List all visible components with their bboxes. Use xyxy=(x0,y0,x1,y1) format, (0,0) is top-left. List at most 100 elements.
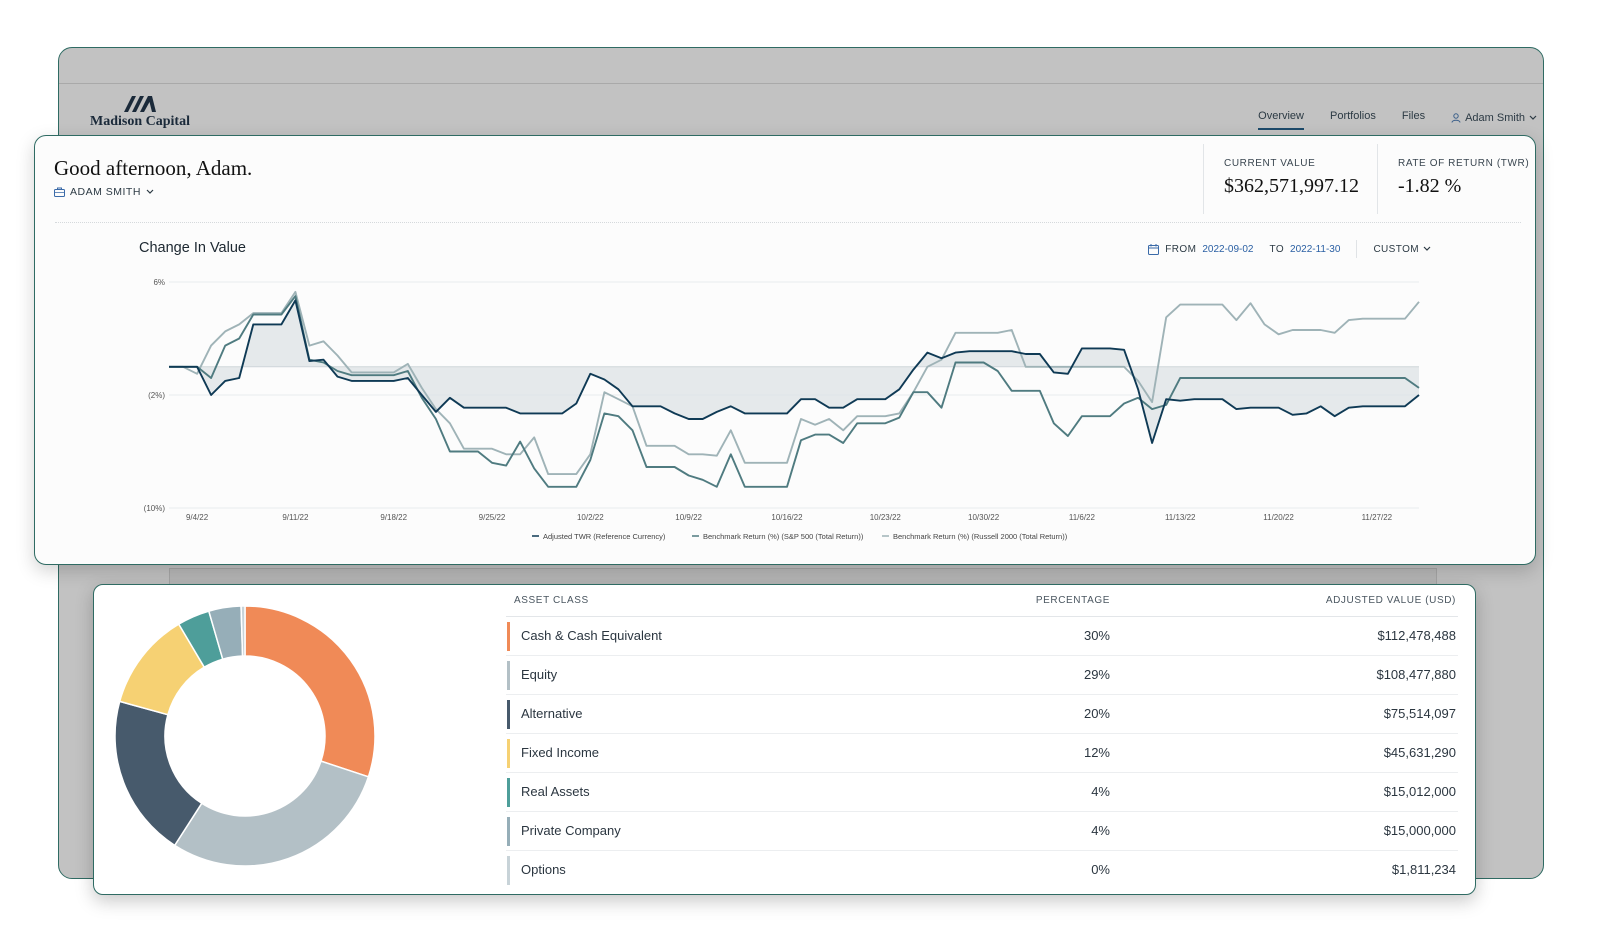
donut-slice xyxy=(173,760,370,867)
chevron-down-icon xyxy=(146,189,154,194)
table-row[interactable]: Cash & Cash Equivalent 30% $112,478,488 xyxy=(506,617,1458,656)
table-row[interactable]: Equity 29% $108,477,880 xyxy=(506,656,1458,695)
donut-slice xyxy=(240,605,246,657)
adjusted-value-cell: $108,477,880 xyxy=(1376,667,1456,682)
account-name: ADAM SMITH xyxy=(70,186,141,198)
allocation-donut-chart xyxy=(114,605,376,867)
asset-allocation-card: ASSET CLASS PERCENTAGE ADJUSTED VALUE (U… xyxy=(93,584,1476,895)
date-range-filter: FROM 2022-09-02 TO 2022-11-30 CUSTOM xyxy=(1148,240,1431,258)
madison-logo-mark-icon xyxy=(124,96,156,112)
adjusted-value-cell: $112,478,488 xyxy=(1377,628,1456,643)
percentage-cell: 29% xyxy=(1083,667,1110,682)
brand-name: Madison Capital xyxy=(90,114,190,129)
y-tick-label: (2%) xyxy=(148,391,165,400)
y-tick-label: 6% xyxy=(153,278,165,287)
percentage-cell: 4% xyxy=(1091,823,1110,838)
nav-overview[interactable]: Overview xyxy=(1258,110,1304,130)
legend-label: Benchmark Return (%) (S&P 500 (Total Ret… xyxy=(703,532,864,541)
account-selector[interactable]: ADAM SMITH xyxy=(54,186,154,198)
change-in-value-chart: 6% (2%) (10%) 9/4/22 9/11/22 9/18/22 9/25/22 10… xyxy=(144,278,1420,541)
calendar-icon[interactable] xyxy=(1148,243,1160,255)
series-line xyxy=(169,290,1420,476)
column-header-percentage[interactable]: PERCENTAGE xyxy=(1035,595,1110,606)
asset-color-swatch xyxy=(507,622,510,651)
donut-slice xyxy=(244,605,376,778)
column-header-asset-class[interactable]: ASSET CLASS xyxy=(514,595,589,606)
table-row[interactable]: Options 0% $1,811,234 xyxy=(506,851,1458,890)
table-row[interactable]: Fixed Income 12% $45,631,290 xyxy=(506,734,1458,773)
period-value: CUSTOM xyxy=(1373,243,1419,255)
percentage-cell: 20% xyxy=(1083,706,1110,721)
user-icon xyxy=(1451,113,1461,123)
series-line xyxy=(169,299,1420,444)
chart-title: Change In Value xyxy=(139,240,246,256)
legend-label: Benchmark Return (%) (Russell 2000 (Tota… xyxy=(893,532,1068,541)
table-row[interactable]: Real Assets 4% $15,012,000 xyxy=(506,773,1458,812)
donut-slice xyxy=(114,700,203,847)
x-tick-label: 9/4/22 xyxy=(186,513,209,522)
nav-portfolios[interactable]: Portfolios xyxy=(1329,110,1376,122)
x-tick-label: 10/23/22 xyxy=(870,513,902,522)
rate-of-return-label: RATE OF RETURN (TWR) xyxy=(1398,158,1530,169)
table-row[interactable]: Alternative 20% $75,514,097 xyxy=(506,695,1458,734)
period-select[interactable]: CUSTOM xyxy=(1373,244,1431,255)
asset-class-cell: Cash & Cash Equivalent xyxy=(521,628,662,643)
rate-of-return-value: -1.82 % xyxy=(1398,175,1462,197)
asset-class-cell: Fixed Income xyxy=(521,745,600,760)
x-tick-label: 11/6/22 xyxy=(1069,513,1096,522)
series-line xyxy=(169,295,1420,488)
asset-class-cell: Options xyxy=(521,862,566,877)
legend-label: Adjusted TWR (Reference Currency) xyxy=(543,532,666,541)
greeting: Good afternoon, Adam. xyxy=(54,156,253,180)
table-row[interactable]: Private Company 4% $15,000,000 xyxy=(506,812,1458,851)
x-tick-label: 11/20/22 xyxy=(1263,513,1294,522)
nav-files[interactable]: Files xyxy=(1401,110,1426,122)
to-date[interactable]: 2022-11-30 xyxy=(1290,243,1341,255)
x-tick-label: 11/27/22 xyxy=(1362,513,1393,522)
current-value-label: CURRENT VALUE xyxy=(1224,158,1316,169)
header-divider xyxy=(55,222,1521,223)
table-header: ASSET CLASS PERCENTAGE ADJUSTED VALUE (U… xyxy=(506,585,1458,617)
x-tick-label: 10/9/22 xyxy=(675,513,702,522)
asset-color-swatch xyxy=(507,661,510,690)
user-menu[interactable]: Adam Smith xyxy=(1451,112,1537,124)
asset-color-swatch xyxy=(507,817,510,846)
table-body: Cash & Cash Equivalent 30% $112,478,488 Equ… xyxy=(506,617,1458,890)
asset-color-swatch xyxy=(507,856,510,885)
percentage-cell: 4% xyxy=(1091,784,1110,799)
x-tick-label: 9/18/22 xyxy=(380,513,407,522)
asset-color-swatch xyxy=(507,739,510,768)
current-value-metric: CURRENT VALUE $362,571,997.12 xyxy=(1203,144,1377,214)
filter-divider xyxy=(1356,240,1358,258)
asset-color-swatch xyxy=(507,778,510,807)
current-value-amount: $362,571,997.12 xyxy=(1224,175,1359,197)
from-label: FROM xyxy=(1165,243,1197,255)
percentage-cell: 0% xyxy=(1091,862,1110,877)
adjusted-value-cell: $15,012,000 xyxy=(1383,784,1456,799)
asset-class-cell: Alternative xyxy=(521,706,583,721)
from-date[interactable]: 2022-09-02 xyxy=(1202,243,1254,255)
brand-logo[interactable]: Madison Capital xyxy=(85,94,195,130)
adjusted-value-cell: $45,631,290 xyxy=(1383,745,1456,760)
user-name: Adam Smith xyxy=(1465,112,1525,124)
overview-card: Good afternoon, Adam. ADAM SMITH CURRENT… xyxy=(34,135,1536,565)
x-tick-label: 11/13/22 xyxy=(1165,513,1196,522)
top-navigation: Overview Portfolios Files Adam Smith xyxy=(1258,106,1543,130)
y-tick-label: (10%) xyxy=(144,504,166,513)
x-tick-label: 10/30/22 xyxy=(968,513,1000,522)
percentage-cell: 30% xyxy=(1083,628,1110,643)
asset-class-cell: Real Assets xyxy=(521,784,590,799)
briefcase-icon xyxy=(54,187,65,197)
x-tick-label: 10/2/22 xyxy=(577,513,604,522)
adjusted-value-cell: $75,514,097 xyxy=(1383,706,1456,721)
chart-legend: Adjusted TWR (Reference Currency) Benchma… xyxy=(532,532,1068,541)
adjusted-value-cell: $15,000,000 xyxy=(1383,823,1456,838)
x-tick-label: 10/16/22 xyxy=(771,513,803,522)
adjusted-value-cell: $1,811,234 xyxy=(1391,862,1456,877)
allocation-table: ASSET CLASS PERCENTAGE ADJUSTED VALUE (U… xyxy=(506,585,1458,890)
rate-of-return-metric: RATE OF RETURN (TWR) -1.82 % xyxy=(1377,144,1535,214)
to-label: TO xyxy=(1269,243,1285,255)
column-header-adjusted-value[interactable]: ADJUSTED VALUE (USD) xyxy=(1325,595,1456,606)
x-tick-label: 9/11/22 xyxy=(282,513,309,522)
chevron-down-icon xyxy=(1529,115,1537,120)
